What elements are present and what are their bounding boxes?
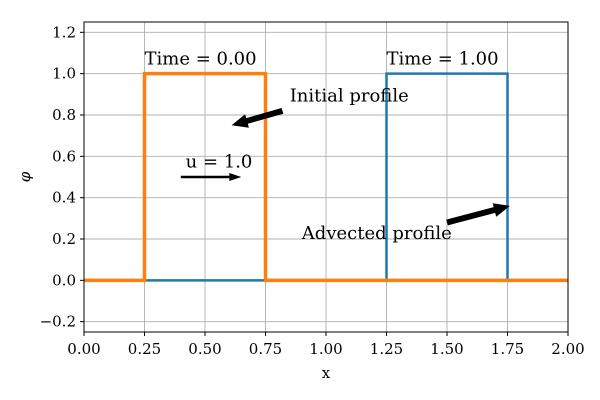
y-tick-label: 0.6 <box>52 147 76 165</box>
x-tick-label: 1.00 <box>309 340 342 358</box>
annotation-velocity: u = 1.0 <box>186 152 253 173</box>
ticks: 0.00 0.25 0.50 0.75 1.00 1.25 1.50 1.75 2.00 −0.2… <box>40 23 585 358</box>
y-tick-label: −0.2 <box>40 313 76 331</box>
y-tick-label: 1.2 <box>52 23 76 41</box>
y-tick-label: 0.2 <box>52 230 76 248</box>
x-tick-label: 1.75 <box>491 340 524 358</box>
x-tick-label: 0.25 <box>128 340 161 358</box>
annotation-advected-profile: Advected profile <box>301 223 452 244</box>
x-tick-label: 1.50 <box>430 340 463 358</box>
x-tick-label: 2.00 <box>551 340 584 358</box>
y-tick-label: 1.0 <box>52 65 76 83</box>
series-line-2 <box>84 71 568 283</box>
annotation-time-initial: Time = 0.00 <box>145 48 257 69</box>
y-axis-title: φ <box>16 171 34 182</box>
y-tick-label: 0.8 <box>52 106 76 124</box>
y-tick-label: 0.4 <box>52 189 76 207</box>
annotations: Time = 0.00 Time = 1.00 Initial profile u =… <box>145 48 510 244</box>
annotation-time-advected: Time = 1.00 <box>387 48 499 69</box>
x-tick-label: 0.75 <box>249 340 282 358</box>
x-axis-title: x <box>322 364 331 382</box>
initial-profile-arrow <box>231 108 284 128</box>
x-tick-label: 0.50 <box>188 340 221 358</box>
y-tick-label: 0.0 <box>52 271 76 289</box>
advected-profile-arrow <box>446 203 510 226</box>
x-tick-label: 1.25 <box>370 340 403 358</box>
annotation-initial-profile: Initial profile <box>290 86 409 107</box>
series-layer <box>84 71 568 283</box>
velocity-arrow-head <box>229 173 242 181</box>
x-tick-label: 0.00 <box>67 340 100 358</box>
